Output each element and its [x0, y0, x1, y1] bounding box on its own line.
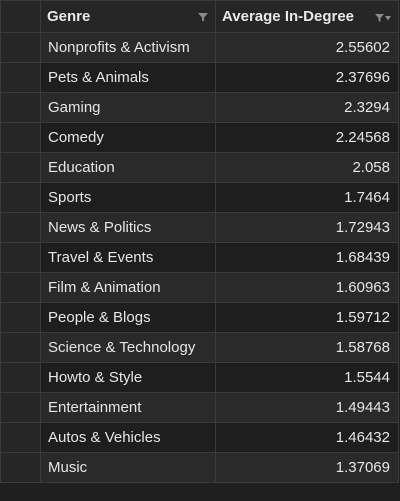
average-in-degree-cell[interactable]: 2.37696 — [215, 62, 399, 93]
row-index-cell[interactable] — [0, 62, 41, 93]
average-in-degree-cell[interactable]: 1.5544 — [215, 362, 399, 393]
average-in-degree-cell[interactable]: 2.24568 — [215, 122, 399, 153]
sort-filter-icon[interactable] — [374, 11, 392, 23]
genre-cell[interactable]: Gaming — [40, 92, 216, 123]
table-row[interactable]: Education 2.058 — [0, 152, 399, 183]
column-header-average-in-degree[interactable]: Average In-Degree — [215, 0, 399, 33]
row-index-cell[interactable] — [0, 422, 41, 453]
table-row[interactable]: People & Blogs 1.59712 — [0, 302, 399, 333]
row-index-header — [0, 0, 41, 33]
table-row[interactable]: Film & Animation 1.60963 — [0, 272, 399, 303]
table-row[interactable]: Entertainment 1.49443 — [0, 392, 399, 423]
column-header-genre[interactable]: Genre — [40, 0, 216, 33]
row-index-cell[interactable] — [0, 212, 41, 243]
genre-cell[interactable]: News & Politics — [40, 212, 216, 243]
table-row[interactable]: News & Politics 1.72943 — [0, 212, 399, 243]
genre-cell[interactable]: Pets & Animals — [40, 62, 216, 93]
data-table: Genre Average In-Degree — [0, 0, 399, 483]
row-index-cell[interactable] — [0, 452, 41, 483]
table-row[interactable]: Sports 1.7464 — [0, 182, 399, 213]
genre-cell[interactable]: Entertainment — [40, 392, 216, 423]
table-row[interactable]: Pets & Animals 2.37696 — [0, 62, 399, 93]
column-header-label: Genre — [47, 8, 91, 25]
genre-cell[interactable]: Travel & Events — [40, 242, 216, 273]
genre-cell[interactable]: Howto & Style — [40, 362, 216, 393]
average-in-degree-cell[interactable]: 1.72943 — [215, 212, 399, 243]
average-in-degree-cell[interactable]: 1.68439 — [215, 242, 399, 273]
row-index-cell[interactable] — [0, 302, 41, 333]
average-in-degree-cell[interactable]: 2.058 — [215, 152, 399, 183]
genre-cell[interactable]: Autos & Vehicles — [40, 422, 216, 453]
genre-cell[interactable]: Education — [40, 152, 216, 183]
row-index-cell[interactable] — [0, 92, 41, 123]
column-header-label: Average In-Degree — [222, 8, 354, 25]
average-in-degree-cell[interactable]: 1.59712 — [215, 302, 399, 333]
row-index-cell[interactable] — [0, 332, 41, 363]
table-row[interactable]: Howto & Style 1.5544 — [0, 362, 399, 393]
row-index-cell[interactable] — [0, 242, 41, 273]
table-row[interactable]: Travel & Events 1.68439 — [0, 242, 399, 273]
genre-cell[interactable]: Nonprofits & Activism — [40, 32, 216, 63]
genre-cell[interactable]: Science & Technology — [40, 332, 216, 363]
average-in-degree-cell[interactable]: 1.7464 — [215, 182, 399, 213]
header-row: Genre Average In-Degree — [0, 0, 399, 33]
genre-cell[interactable]: Music — [40, 452, 216, 483]
row-index-cell[interactable] — [0, 392, 41, 423]
genre-cell[interactable]: Comedy — [40, 122, 216, 153]
row-index-cell[interactable] — [0, 122, 41, 153]
average-in-degree-cell[interactable]: 2.3294 — [215, 92, 399, 123]
average-in-degree-cell[interactable]: 1.37069 — [215, 452, 399, 483]
average-in-degree-cell[interactable]: 1.58768 — [215, 332, 399, 363]
row-index-cell[interactable] — [0, 362, 41, 393]
average-in-degree-cell[interactable]: 1.46432 — [215, 422, 399, 453]
row-index-cell[interactable] — [0, 152, 41, 183]
table-row[interactable]: Science & Technology 1.58768 — [0, 332, 399, 363]
average-in-degree-cell[interactable]: 1.60963 — [215, 272, 399, 303]
table-row[interactable]: Autos & Vehicles 1.46432 — [0, 422, 399, 453]
table-row[interactable]: Nonprofits & Activism 2.55602 — [0, 32, 399, 63]
row-index-cell[interactable] — [0, 32, 41, 63]
table-row[interactable]: Gaming 2.3294 — [0, 92, 399, 123]
table-row[interactable]: Comedy 2.24568 — [0, 122, 399, 153]
row-index-cell[interactable] — [0, 272, 41, 303]
genre-cell[interactable]: People & Blogs — [40, 302, 216, 333]
genre-cell[interactable]: Film & Animation — [40, 272, 216, 303]
row-index-cell[interactable] — [0, 182, 41, 213]
average-in-degree-cell[interactable]: 2.55602 — [215, 32, 399, 63]
table-row[interactable]: Music 1.37069 — [0, 452, 399, 483]
average-in-degree-cell[interactable]: 1.49443 — [215, 392, 399, 423]
filter-icon[interactable] — [197, 11, 209, 23]
genre-cell[interactable]: Sports — [40, 182, 216, 213]
